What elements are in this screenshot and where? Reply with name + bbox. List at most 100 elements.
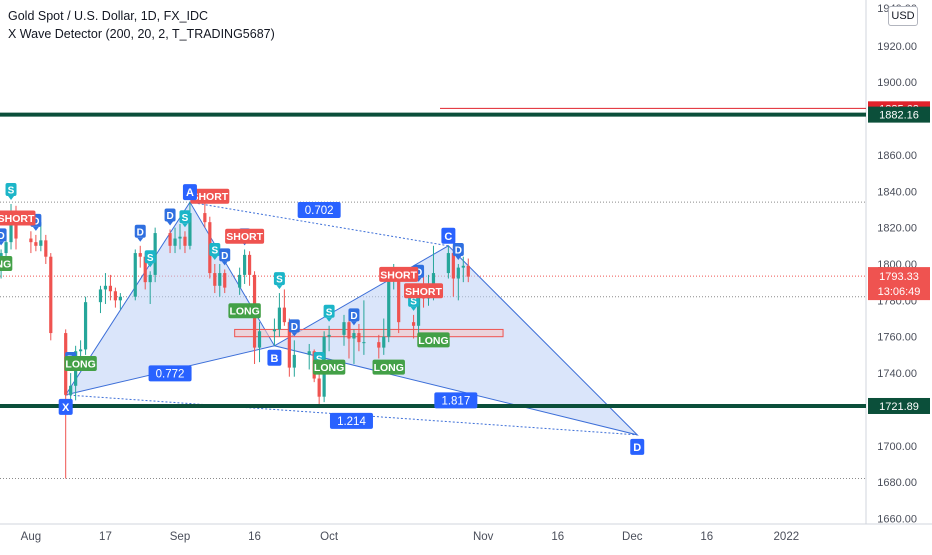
- candle-body: [118, 296, 122, 301]
- price-tick-label: 1760.00: [877, 332, 917, 344]
- pattern-point-d: [630, 438, 645, 455]
- time-tick-label: 16: [700, 531, 713, 543]
- candle-body: [113, 291, 117, 301]
- time-tick-label: Nov: [473, 531, 494, 543]
- pattern-point-text: C: [444, 231, 452, 243]
- short-label-text: SHORT: [0, 213, 35, 225]
- signal-marker-pointer: [410, 306, 417, 311]
- candle-body: [362, 342, 366, 344]
- long-label-text: LONG: [374, 362, 404, 374]
- candle-body: [461, 265, 465, 268]
- candle-body: [377, 342, 381, 348]
- ratio-label: [434, 392, 478, 409]
- candle-body: [213, 273, 217, 286]
- long-label-text: LONG: [229, 306, 259, 318]
- candle-body: [178, 236, 182, 239]
- candle-body: [183, 236, 187, 246]
- ratio-label-text: 0.702: [305, 205, 334, 217]
- price-tag-current[interactable]: [868, 267, 930, 301]
- signal-marker: [452, 242, 464, 256]
- price-tag-support[interactable]: [868, 397, 930, 414]
- long-label-text: LONG: [65, 358, 95, 370]
- time-tick-label: Aug: [21, 531, 41, 543]
- pattern-point-text: B: [270, 353, 278, 365]
- short-label: [404, 283, 444, 299]
- candle-body: [416, 294, 421, 326]
- signal-marker-text: D: [291, 322, 298, 333]
- candle-body: [49, 256, 53, 334]
- signal-marker-text: D: [350, 311, 357, 322]
- long-label: [372, 359, 405, 375]
- candle-body: [223, 273, 227, 288]
- candle-body: [148, 274, 152, 283]
- price-tick-label: 1920.00: [877, 41, 917, 53]
- legend-title: Gold Spot / U.S. Dollar, 1D, FX_IDC: [8, 9, 209, 23]
- long-label: [417, 332, 450, 348]
- price-tick-label: 1900.00: [877, 77, 917, 89]
- short-label-text: SHORT: [191, 191, 228, 203]
- long-label: [228, 303, 261, 319]
- time-tick-label: 17: [99, 531, 112, 543]
- pattern-point-b: [267, 349, 282, 366]
- price-tick-label: 1820.00: [877, 223, 917, 235]
- signal-marker-text: S: [326, 307, 333, 318]
- indicator-name[interactable]: X Wave Detector (200, 20, 2, T_TRADING56…: [8, 27, 275, 41]
- signal-marker-pointer: [455, 255, 462, 260]
- zone-box: [234, 328, 504, 338]
- candle-body: [327, 334, 331, 337]
- price-tag-countdown-text: 13:06:49: [878, 286, 921, 298]
- candle-body: [39, 240, 43, 246]
- signal-marker-text: D: [166, 211, 173, 222]
- signal-marker-text: S: [182, 213, 189, 224]
- candle-body: [272, 329, 277, 332]
- candle-body: [451, 253, 455, 279]
- time-tick-label: 16: [551, 531, 564, 543]
- pattern-point-c: [441, 227, 456, 244]
- signal-marker: [164, 208, 176, 222]
- signal-marker-text: D: [415, 267, 422, 278]
- signal-marker: [134, 224, 146, 238]
- price-tick-label: 1740.00: [877, 368, 917, 380]
- signal-marker-text: S: [211, 245, 218, 256]
- signal-marker-pointer: [167, 221, 174, 226]
- candle-body: [382, 336, 386, 348]
- time-tick-label: Dec: [622, 531, 643, 543]
- ratio-label-text: 1.817: [441, 395, 470, 407]
- price-tick-label: 1860.00: [877, 150, 917, 162]
- candle-body: [247, 254, 252, 275]
- price-tag-current-text: 1793.33: [879, 271, 919, 283]
- candle-body: [34, 242, 38, 246]
- signal-marker: [323, 304, 335, 318]
- candle-body: [83, 302, 88, 350]
- candle-body: [168, 233, 172, 246]
- candle-body: [143, 256, 147, 283]
- signal-marker-text: S: [276, 275, 283, 286]
- signal-marker-text: D: [137, 227, 144, 238]
- signal-marker-pointer: [137, 237, 144, 242]
- signal-marker-pointer: [181, 223, 188, 228]
- ratio-label: [297, 201, 341, 218]
- signal-marker-pointer: [211, 255, 218, 260]
- candle-body: [9, 213, 13, 243]
- currency-badge[interactable]: USD: [888, 6, 918, 26]
- candle-body: [466, 265, 470, 277]
- candle-body: [446, 253, 450, 274]
- signal-marker: [0, 228, 7, 242]
- long-label: [312, 359, 346, 375]
- candle-body: [397, 269, 401, 323]
- price-tag-resistance[interactable]: [868, 106, 930, 123]
- candle-body: [411, 322, 416, 326]
- candle-body: [387, 276, 391, 337]
- candle-body: [307, 351, 311, 355]
- candle-body: [29, 238, 33, 243]
- long-label-text: LONG: [314, 362, 344, 374]
- candle-body: [287, 322, 291, 368]
- candle-body: [188, 213, 192, 246]
- pattern-point-x: [58, 398, 73, 415]
- ratio-label-text: 0.772: [156, 368, 185, 380]
- candle-body: [69, 385, 73, 395]
- signal-marker: [348, 308, 360, 322]
- candle-body: [203, 213, 207, 223]
